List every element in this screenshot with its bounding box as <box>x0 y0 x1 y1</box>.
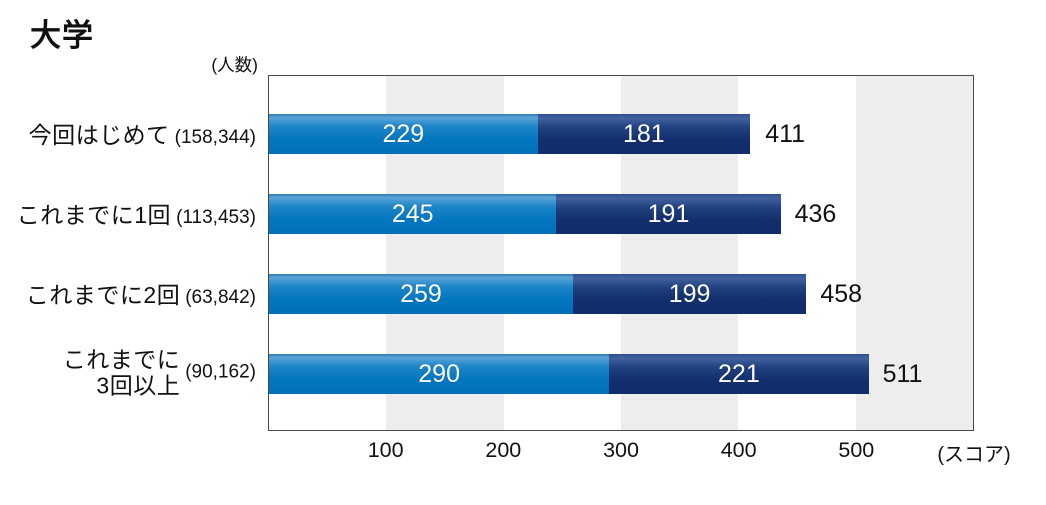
category-count: (113,453) <box>176 207 256 228</box>
category-label: これまでに 3回以上 (90,162) <box>0 347 256 400</box>
category-label-text: 今回はじめて <box>28 122 170 148</box>
page-title: 大学 <box>30 18 94 53</box>
x-tick-label: 500 <box>838 438 875 462</box>
category-count: (63,842) <box>185 287 256 308</box>
category-count: (90,162) <box>185 362 256 383</box>
segment-value: 290 <box>418 360 460 388</box>
x-axis: 100 200 300 400 500 (スコア) <box>0 438 1046 468</box>
total-value: 511 <box>882 360 923 388</box>
bar-segment-dark-navy: 221 <box>609 354 869 394</box>
bar-segment-light-blue: 290 <box>269 354 610 394</box>
segment-value: 245 <box>391 200 434 228</box>
x-tick-label: 200 <box>485 438 522 462</box>
bar-row: 259 199 <box>269 274 807 314</box>
category-label-text: これまでに2回 <box>25 282 181 308</box>
x-tick-label: 400 <box>720 438 757 462</box>
total-value: 436 <box>794 200 837 228</box>
category-label: これまでに2回 (63,842) <box>0 276 256 310</box>
x-tick-label: 300 <box>603 438 639 462</box>
total-value: 458 <box>820 280 863 308</box>
total-value: 411 <box>765 120 806 148</box>
x-axis-unit-label: (スコア) <box>937 444 1011 466</box>
bar-row: 290 221 <box>269 354 869 394</box>
segment-value: 221 <box>718 360 760 388</box>
x-tick-label: 100 <box>367 438 404 462</box>
bar-segment-light-blue: 259 <box>269 274 573 314</box>
background-band <box>855 76 973 430</box>
bar-segment-dark-navy: 199 <box>572 274 807 314</box>
category-label-text: これまでに 3回以上 <box>62 346 181 399</box>
segment-value: 181 <box>623 120 665 148</box>
category-label: 今回はじめて (158,344) <box>0 116 256 150</box>
bar-segment-dark-navy: 181 <box>537 114 751 154</box>
segment-value: 199 <box>668 280 711 308</box>
bar-segment-dark-navy: 191 <box>556 194 781 234</box>
segment-value: 229 <box>382 120 425 148</box>
category-count: (158,344) <box>174 127 256 148</box>
category-label: これまでに1回 (113,453) <box>0 196 256 230</box>
y-axis-unit-label: (人数) <box>211 55 258 75</box>
bar-row: 229 181 <box>269 114 751 154</box>
segment-value: 259 <box>400 280 442 308</box>
bar-segment-light-blue: 229 <box>269 114 538 154</box>
bar-row: 245 191 <box>269 194 781 234</box>
plot-area: 229 181 411 245 191 436 259 199 458 290 221 511 <box>268 75 974 431</box>
category-label-text: これまでに1回 <box>16 202 172 228</box>
bar-segment-light-blue: 245 <box>269 194 557 234</box>
segment-value: 191 <box>647 200 690 228</box>
